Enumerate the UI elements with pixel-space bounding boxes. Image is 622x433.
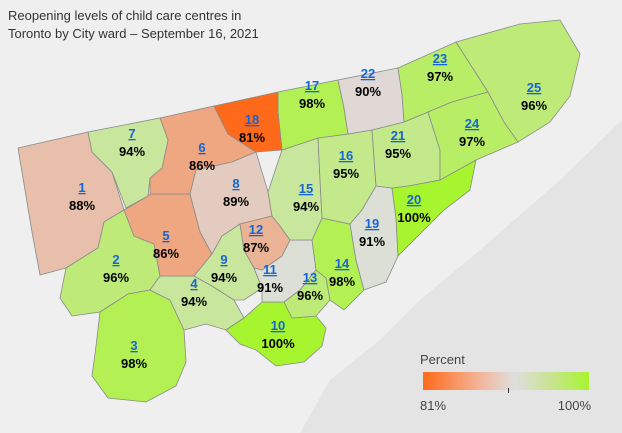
ward-10-link[interactable]: 10 [271, 318, 285, 333]
ward-polygons [17, 19, 581, 403]
ward-24-percent: 97% [459, 134, 485, 149]
ward-4-link[interactable]: 4 [190, 276, 198, 291]
legend-tick [508, 388, 509, 393]
ward-25-link[interactable]: 25 [527, 80, 541, 95]
legend-title: Percent [420, 352, 465, 367]
ward-2-percent: 96% [103, 270, 129, 285]
ward-9-percent: 94% [211, 270, 237, 285]
ward-24-link[interactable]: 24 [465, 116, 480, 131]
ward-22-percent: 90% [355, 84, 381, 99]
ward-25-percent: 96% [521, 98, 547, 113]
ward-13-link[interactable]: 13 [303, 270, 317, 285]
ward-3-area[interactable] [91, 289, 187, 403]
ward-21-link[interactable]: 21 [391, 128, 405, 143]
ward-18-link[interactable]: 18 [245, 112, 259, 127]
ward-9-link[interactable]: 9 [220, 252, 227, 267]
ward-20-percent: 100% [397, 210, 431, 225]
ward-12-link[interactable]: 12 [249, 222, 263, 237]
ward-15-percent: 94% [293, 199, 319, 214]
ward-3-link[interactable]: 3 [130, 338, 137, 353]
ward-1-percent: 88% [69, 198, 95, 213]
legend-gradient-bar [423, 372, 589, 390]
ward-1-link[interactable]: 1 [78, 180, 85, 195]
ward-13-percent: 96% [297, 288, 323, 303]
color-legend: Percent 81% 100% [420, 350, 595, 420]
ward-19-link[interactable]: 19 [365, 216, 379, 231]
ward-5-link[interactable]: 5 [162, 228, 169, 243]
map-title: Reopening levels of child care centres i… [8, 7, 259, 43]
ward-4-percent: 94% [181, 294, 207, 309]
ward-19-percent: 91% [359, 234, 385, 249]
ward-5-percent: 86% [153, 246, 179, 261]
ward-14-percent: 98% [329, 274, 355, 289]
ward-22-link[interactable]: 22 [361, 66, 375, 81]
ward-20-link[interactable]: 20 [407, 192, 421, 207]
ward-21-percent: 95% [385, 146, 411, 161]
ward-23-percent: 97% [427, 69, 453, 84]
ward-11-percent: 91% [257, 280, 283, 295]
ward-18-percent: 81% [239, 130, 265, 145]
ward-10-percent: 100% [261, 336, 295, 351]
ward-7-area[interactable] [87, 117, 169, 209]
ward-11-link[interactable]: 11 [263, 262, 277, 277]
ward-labels: 1 88% 2 96% 3 98% 4 94% 5 86% 6 86% 7 94% 8 89% 9 94% 10 10… [69, 51, 547, 371]
map-title-line-2: Toronto by City ward – September 16, 202… [8, 26, 259, 41]
ward-14-link[interactable]: 14 [335, 256, 350, 271]
ward-25-area[interactable] [455, 19, 581, 143]
ward-17-link[interactable]: 17 [305, 78, 319, 93]
ward-16-percent: 95% [333, 166, 359, 181]
ward-23-link[interactable]: 23 [433, 51, 447, 66]
map-title-line-1: Reopening levels of child care centres i… [8, 8, 242, 23]
legend-min-label: 81% [420, 398, 447, 413]
ward-6-percent: 86% [189, 158, 215, 173]
ward-8-percent: 89% [223, 194, 249, 209]
ward-15-link[interactable]: 15 [299, 181, 313, 196]
ward-12-percent: 87% [243, 240, 269, 255]
ward-8-link[interactable]: 8 [232, 176, 239, 191]
ward-7-percent: 94% [119, 144, 145, 159]
ward-2-link[interactable]: 2 [112, 252, 119, 267]
ward-7-link[interactable]: 7 [128, 126, 135, 141]
legend-max-label: 100% [557, 398, 591, 413]
ward-16-link[interactable]: 16 [339, 148, 353, 163]
ward-6-link[interactable]: 6 [198, 140, 205, 155]
ward-17-percent: 98% [299, 96, 325, 111]
ward-3-percent: 98% [121, 356, 147, 371]
lake-ontario [300, 120, 622, 433]
ward-18-area[interactable] [213, 91, 283, 153]
